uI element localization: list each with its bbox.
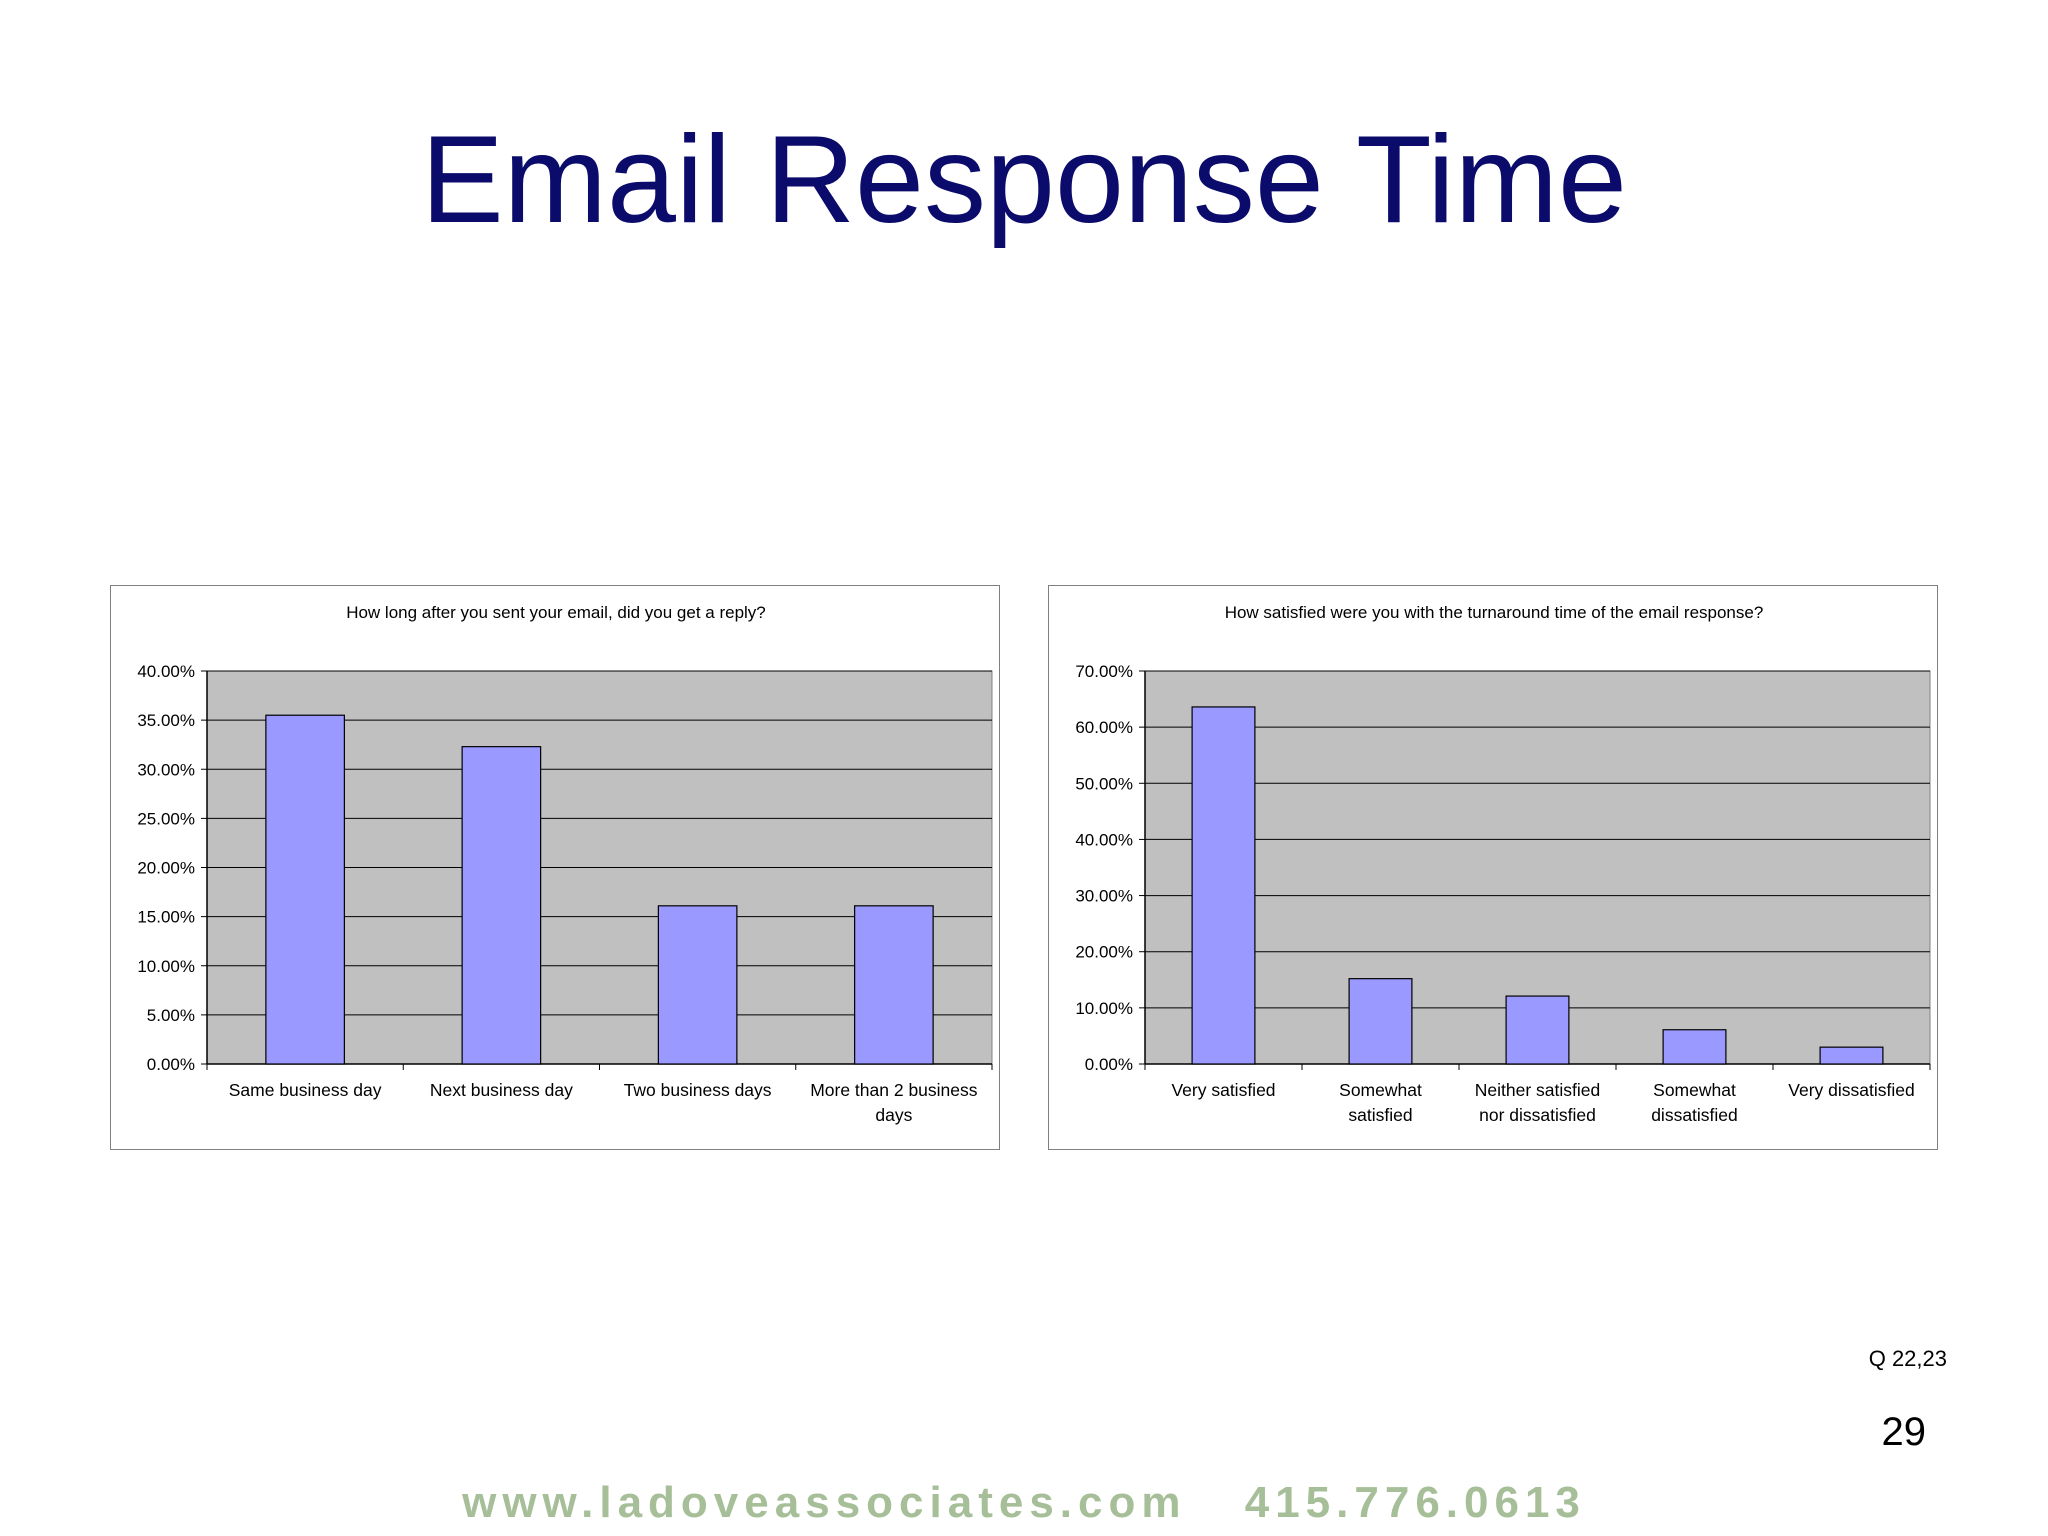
x-tick-label: Somewhat — [1653, 1080, 1736, 1100]
footer: www.ladoveassociates.com 415.776.0613 — [0, 1478, 2048, 1528]
bar — [1662, 1029, 1727, 1065]
satisfaction-chart: How satisfied were you with the turnarou… — [1048, 585, 1938, 1150]
y-tick-label: 70.00% — [1075, 662, 1133, 681]
y-tick-label: 60.00% — [1075, 718, 1133, 737]
reply-time-chart: How long after you sent your email, did … — [110, 585, 1000, 1150]
y-tick-label: 0.00% — [1085, 1055, 1133, 1074]
y-tick-label: 10.00% — [137, 957, 195, 976]
bar — [265, 714, 345, 1065]
footer-phone: 415.776.0613 — [1244, 1478, 1586, 1527]
x-tick-label: Next business day — [430, 1080, 573, 1100]
page-number: 29 — [1881, 1410, 1927, 1454]
y-tick-label: 30.00% — [1075, 887, 1133, 906]
chart-title: How satisfied were you with the turnarou… — [1225, 603, 1764, 622]
y-tick-label: 40.00% — [137, 662, 195, 681]
bar — [1348, 978, 1413, 1065]
satisfaction-chart-svg: How satisfied were you with the turnarou… — [1075, 603, 1931, 1125]
bar — [854, 905, 934, 1065]
x-tick-label: Two business days — [624, 1080, 772, 1100]
x-tick-label: Same business day — [229, 1080, 382, 1100]
y-tick-label: 15.00% — [137, 908, 195, 927]
x-tick-label: Very dissatisfied — [1788, 1080, 1914, 1100]
chart-title: How long after you sent your email, did … — [346, 603, 766, 622]
y-tick-label: 35.00% — [137, 711, 195, 730]
y-tick-label: 20.00% — [137, 859, 195, 878]
bar — [1505, 995, 1570, 1065]
x-tick-label: Neither satisfied — [1475, 1080, 1600, 1100]
footer-website[interactable]: www.ladoveassociates.com — [462, 1478, 1187, 1527]
bar — [461, 746, 542, 1065]
y-tick-label: 25.00% — [137, 809, 195, 828]
y-tick-label: 10.00% — [1075, 999, 1133, 1018]
x-tick-label: More than 2 business — [810, 1080, 978, 1100]
x-tick-label: satisfied — [1348, 1105, 1412, 1125]
y-tick-label: 40.00% — [1075, 830, 1133, 849]
y-tick-label: 50.00% — [1075, 774, 1133, 793]
x-tick-label: nor dissatisfied — [1479, 1105, 1596, 1125]
y-tick-label: 0.00% — [147, 1055, 195, 1074]
slide-title: Email Response Time — [420, 111, 1628, 249]
x-tick-label: Somewhat — [1339, 1080, 1422, 1100]
x-tick-label: Very satisfied — [1171, 1080, 1275, 1100]
bar — [657, 905, 738, 1065]
reply-time-chart-svg: How long after you sent your email, did … — [137, 603, 993, 1125]
x-tick-label: days — [875, 1105, 912, 1125]
x-tick-label: dissatisfied — [1651, 1105, 1738, 1125]
bar — [1191, 706, 1256, 1065]
y-tick-label: 5.00% — [147, 1006, 195, 1025]
y-tick-label: 20.00% — [1075, 943, 1133, 962]
y-tick-label: 30.00% — [137, 760, 195, 779]
question-reference: Q 22,23 — [1868, 1346, 1947, 1371]
bar — [1819, 1046, 1884, 1065]
